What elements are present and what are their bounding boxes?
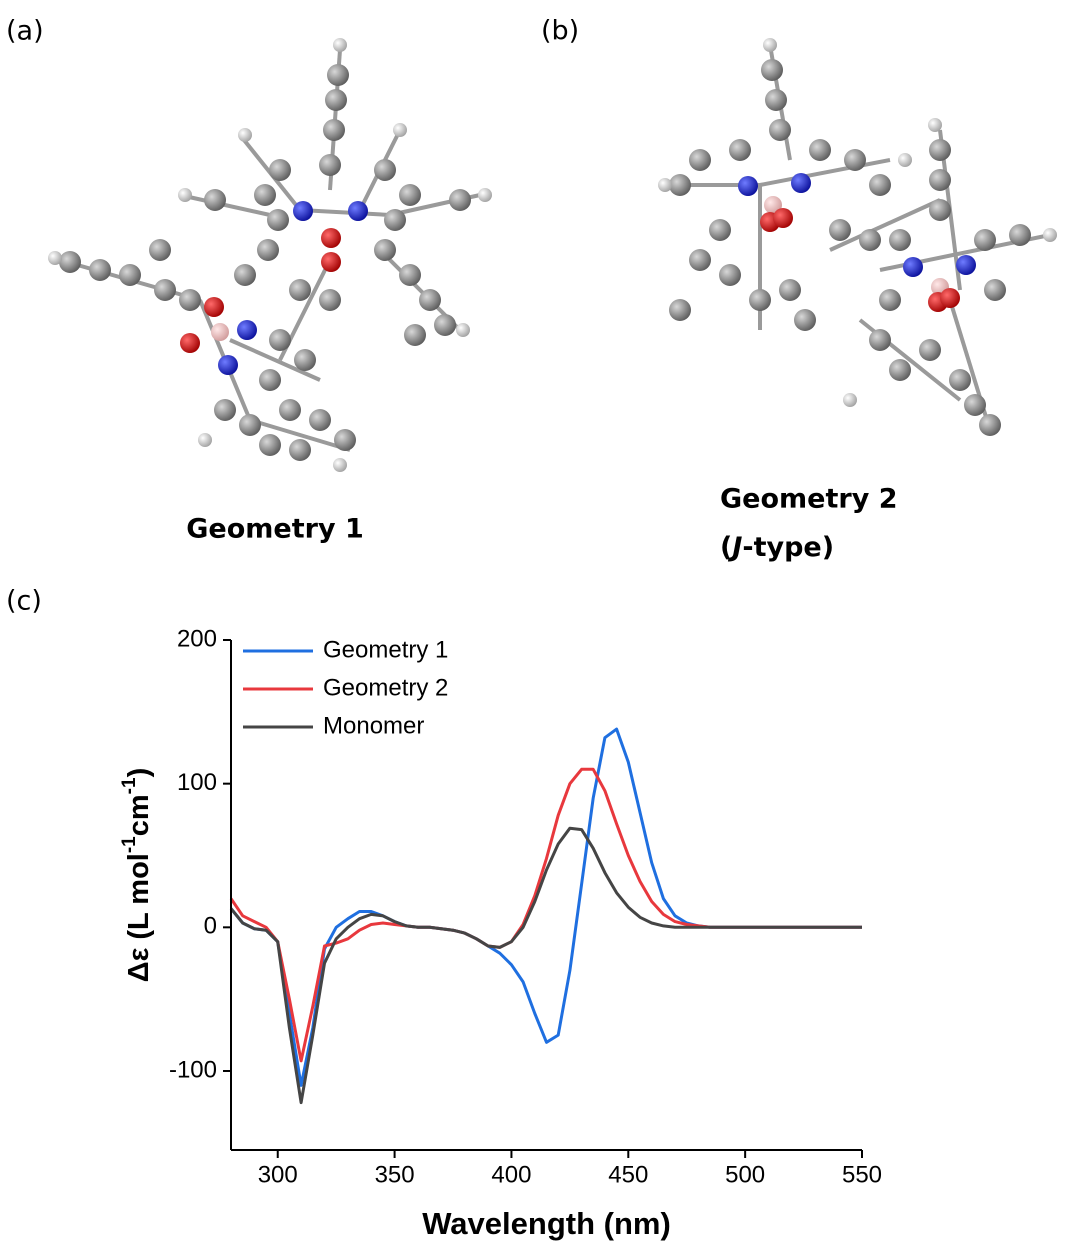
x-axis-label: Wavelength (nm) — [422, 1206, 671, 1241]
x-tick-label: 450 — [608, 1161, 648, 1188]
caption-part: ( — [720, 532, 732, 563]
y-axis-label-part: Δε (L mol — [123, 853, 155, 982]
chart: -100 0 100 200 300 350 400 450 500 550 Geometry 1 G… — [119, 625, 883, 1241]
x-tick-label: 350 — [375, 1161, 415, 1188]
panel-label: (c) — [6, 586, 42, 617]
caption-part: -type) — [742, 532, 834, 563]
molecule-geometry-2 — [658, 38, 1057, 436]
x-tick-label: 300 — [258, 1161, 298, 1188]
molecule-geometry-1 — [48, 38, 492, 472]
series-line — [231, 729, 862, 1085]
legend-label: Geometry 1 — [323, 636, 448, 663]
series-line — [231, 828, 862, 1102]
structure-caption: Geometry 1 — [186, 514, 363, 545]
figure: (a) (b) (c) — [0, 0, 1072, 1251]
structure-caption: (J-type) — [720, 532, 834, 563]
y-axis-label-part: cm — [123, 794, 155, 836]
y-tick-label: 0 — [204, 913, 217, 940]
panel-label: (b) — [541, 16, 579, 47]
panel-label: (a) — [6, 16, 44, 47]
x-tick-label: 500 — [725, 1161, 765, 1188]
y-axis-label-part: -1 — [119, 836, 140, 853]
x-tick-label: 550 — [842, 1161, 882, 1188]
y-tick-label: -100 — [169, 1056, 217, 1083]
y-tick-label: 100 — [177, 769, 217, 796]
y-axis-label-part: -1 — [119, 777, 140, 794]
legend-label: Geometry 2 — [323, 674, 448, 701]
y-axis-label: Δε (L mol-1cm-1) — [119, 768, 155, 983]
x-tick-label: 400 — [491, 1161, 531, 1188]
legend-label: Monomer — [323, 712, 424, 739]
y-axis-label-part: ) — [123, 768, 155, 778]
y-tick-label: 200 — [177, 625, 217, 652]
structure-caption: Geometry 2 — [720, 484, 897, 515]
series-line — [231, 769, 862, 1061]
